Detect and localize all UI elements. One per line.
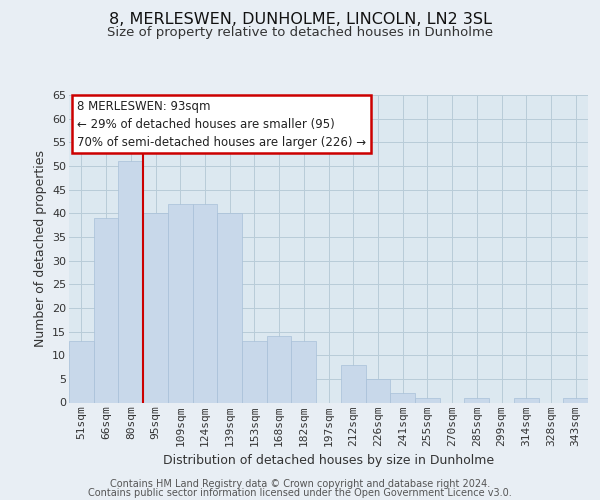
Bar — [563, 398, 588, 402]
Text: 8, MERLESWEN, DUNHOLME, LINCOLN, LN2 3SL: 8, MERLESWEN, DUNHOLME, LINCOLN, LN2 3SL — [109, 12, 491, 28]
Bar — [118, 161, 143, 402]
Bar — [242, 341, 267, 402]
Text: 8 MERLESWEN: 93sqm
← 29% of detached houses are smaller (95)
70% of semi-detache: 8 MERLESWEN: 93sqm ← 29% of detached hou… — [77, 100, 366, 148]
Bar — [267, 336, 292, 402]
Bar — [217, 214, 242, 402]
Bar — [390, 393, 415, 402]
Bar — [143, 214, 168, 402]
Text: Size of property relative to detached houses in Dunholme: Size of property relative to detached ho… — [107, 26, 493, 39]
Bar — [69, 341, 94, 402]
Bar — [193, 204, 217, 402]
Bar — [168, 204, 193, 402]
Text: Contains public sector information licensed under the Open Government Licence v3: Contains public sector information licen… — [88, 488, 512, 498]
Bar — [514, 398, 539, 402]
Y-axis label: Number of detached properties: Number of detached properties — [34, 150, 47, 347]
Bar — [94, 218, 118, 402]
Bar — [464, 398, 489, 402]
X-axis label: Distribution of detached houses by size in Dunholme: Distribution of detached houses by size … — [163, 454, 494, 467]
Bar — [365, 379, 390, 402]
Bar — [341, 364, 365, 403]
Text: Contains HM Land Registry data © Crown copyright and database right 2024.: Contains HM Land Registry data © Crown c… — [110, 479, 490, 489]
Bar — [415, 398, 440, 402]
Bar — [292, 341, 316, 402]
